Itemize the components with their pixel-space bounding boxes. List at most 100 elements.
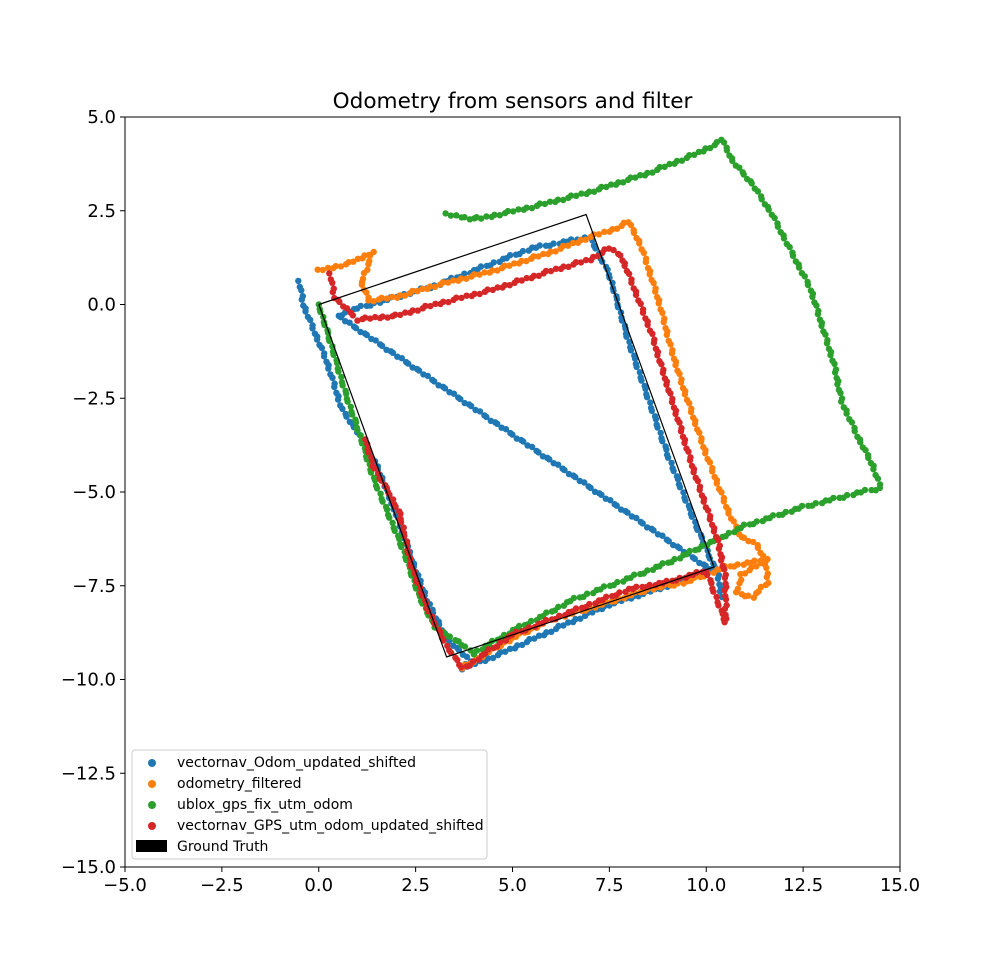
series-4-point <box>721 587 728 594</box>
series-2-point <box>668 350 676 357</box>
series-4-point <box>706 516 714 523</box>
series-1-point <box>669 465 676 472</box>
series-2-point <box>324 264 332 272</box>
series-4-point <box>704 507 712 514</box>
series-1-point <box>651 413 659 420</box>
series-1-point <box>531 635 538 642</box>
series-3-point <box>554 196 562 203</box>
series-4-point <box>668 398 676 406</box>
x-tick-label: −2.5 <box>200 875 244 896</box>
series-3-point <box>746 521 754 528</box>
series-3-point <box>586 188 593 195</box>
series-3-point <box>353 424 360 431</box>
series-3-point <box>395 532 402 540</box>
series-3-point <box>615 179 622 186</box>
series-1-point <box>658 435 665 442</box>
series-1-point <box>509 431 516 438</box>
series-1-point <box>636 369 644 376</box>
y-tick-label: −7.5 <box>72 576 116 597</box>
series-4-point <box>650 339 658 347</box>
series-3-point <box>789 252 797 259</box>
series-4-point <box>456 661 463 669</box>
legend-marker-series-2 <box>148 780 156 788</box>
series-4-point <box>672 410 679 418</box>
series-1-point <box>535 632 543 639</box>
series-2-point <box>650 279 657 287</box>
series-4-point <box>707 577 714 584</box>
series-2-point <box>577 236 584 244</box>
series-4-point <box>427 302 434 310</box>
series-2-point <box>401 292 409 299</box>
series-2-point <box>691 420 699 428</box>
series-1-point <box>633 514 640 522</box>
series-3-point <box>870 466 877 473</box>
series-1-point <box>714 575 722 582</box>
series-3-point <box>661 163 668 170</box>
series-4-point <box>721 566 728 573</box>
series-3-point <box>442 210 449 217</box>
series-1-point <box>657 429 664 437</box>
series-1-point <box>691 555 698 563</box>
y-tick-label: 5.0 <box>87 107 116 128</box>
series-3-point <box>801 273 808 280</box>
series-1-point <box>626 338 633 346</box>
legend-label-series-1: vectornav_Odom_updated_shifted <box>177 755 416 771</box>
series-2-point <box>734 585 742 593</box>
legend-marker-ground-truth <box>136 840 167 852</box>
series-4-point <box>336 298 343 306</box>
series-4-point <box>542 267 550 275</box>
series-1-point <box>514 642 521 649</box>
legend-label-series-4: vectornav_GPS_utm_odom_updated_shifted <box>177 818 484 834</box>
series-2-point <box>697 573 704 581</box>
series-3-point <box>805 502 812 509</box>
series-3-point <box>851 428 858 435</box>
series-2-point <box>337 263 345 270</box>
series-1-point <box>668 459 675 467</box>
series-2-point <box>332 262 339 270</box>
series-3-point <box>447 212 455 219</box>
series-4-point <box>475 656 482 663</box>
series-1-point <box>607 497 614 504</box>
series-3-point <box>740 171 747 178</box>
series-1-point <box>519 641 526 649</box>
series-3-point <box>809 293 816 300</box>
series-1-point <box>295 277 302 285</box>
series-2-point <box>450 277 457 284</box>
series-3-point <box>836 494 843 501</box>
series-1-point <box>363 331 371 339</box>
series-2-point <box>511 260 518 267</box>
series-1-point <box>647 404 655 412</box>
series-4-point <box>625 270 633 277</box>
series-1-point <box>489 654 497 662</box>
series-2-point <box>564 242 572 249</box>
series-4-point <box>685 448 692 455</box>
y-tick-label: 2.5 <box>87 201 116 222</box>
series-1-point <box>555 622 562 630</box>
series-4-point <box>458 294 465 302</box>
series-3-point <box>780 235 788 242</box>
series-4-point <box>453 294 460 301</box>
series-3-point <box>666 160 673 168</box>
series-3-point <box>523 204 530 211</box>
series-2-point <box>696 429 703 436</box>
series-1-point <box>528 443 536 451</box>
series-1-point <box>627 344 634 351</box>
series-2-point <box>681 391 689 398</box>
series-3-point <box>357 432 364 439</box>
series-1-point <box>702 562 709 569</box>
series-3-point <box>665 559 672 566</box>
series-1-point <box>405 360 412 367</box>
series-4-point <box>513 277 521 284</box>
series-2-point <box>595 231 603 238</box>
series-4-point <box>609 593 616 600</box>
series-2-point <box>358 281 366 288</box>
series-1-point <box>457 395 464 403</box>
series-4-point <box>354 317 361 324</box>
series-4-point <box>667 390 674 397</box>
series-3-point <box>850 491 857 499</box>
series-3-point <box>678 157 686 164</box>
series-1-point <box>548 628 555 635</box>
series-1-point <box>590 242 598 249</box>
series-1-point <box>663 451 671 459</box>
series-4-point <box>444 642 451 649</box>
